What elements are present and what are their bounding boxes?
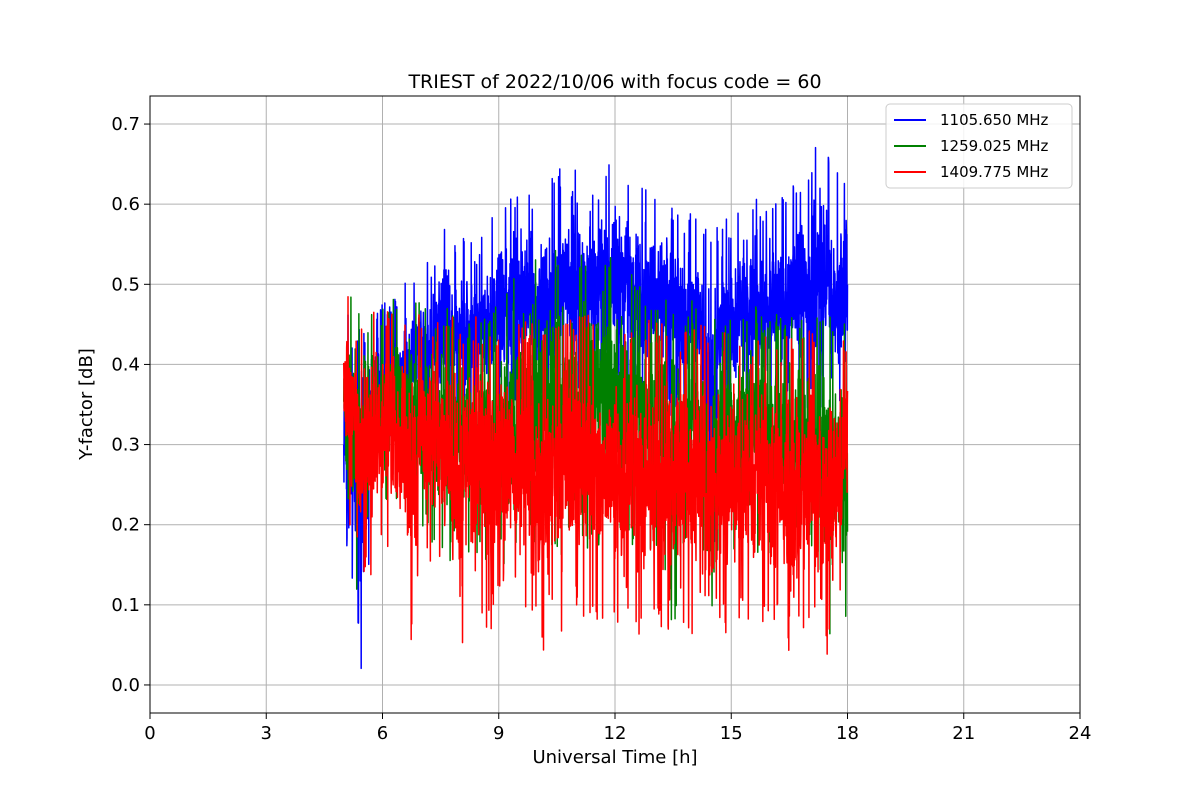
y-tick-label: 0.2: [111, 515, 140, 536]
y-tick-label: 0.5: [111, 274, 140, 295]
y-tick-label: 0.6: [111, 194, 140, 215]
x-tick-label: 21: [952, 723, 975, 744]
x-axis-label: Universal Time [h]: [532, 747, 697, 768]
y-tick-label: 0.1: [111, 595, 140, 616]
legend-entry-label: 1409.775 MHz: [940, 163, 1049, 181]
plot-series-group: [343, 146, 849, 670]
legend-entry-label: 1105.650 MHz: [940, 111, 1049, 129]
y-tick-label: 0.4: [111, 354, 140, 375]
x-tick-label: 9: [493, 723, 504, 744]
series-line: [343, 295, 849, 655]
y-tick-label: 0.7: [111, 114, 140, 135]
y-tick-label: 0.3: [111, 435, 140, 456]
x-tick-label: 24: [1069, 723, 1092, 744]
y-tick-label: 0.0: [111, 675, 140, 696]
series-line: [343, 146, 849, 670]
y-axis-ticks: 0.0 0.1 0.2 0.3 0.4 0.5 0.6 0.7: [111, 114, 150, 696]
x-tick-label: 3: [261, 723, 272, 744]
x-tick-label: 12: [604, 723, 627, 744]
x-axis-ticks: 0 3 6 9 12 15 18 21 24: [144, 713, 1091, 744]
chart-title: TRIEST of 2022/10/06 with focus code = 6…: [407, 71, 821, 93]
legend-entry-label: 1259.025 MHz: [940, 137, 1049, 155]
x-tick-label: 18: [836, 723, 859, 744]
x-tick-label: 15: [720, 723, 743, 744]
legend-box: [885, 103, 1073, 189]
legend: 1105.650 MHz 1259.025 MHz 1409.775 MHz: [885, 103, 1073, 189]
y-axis-label: Y-factor [dB]: [76, 348, 97, 461]
x-tick-label: 6: [377, 723, 388, 744]
x-tick-label: 0: [144, 723, 155, 744]
